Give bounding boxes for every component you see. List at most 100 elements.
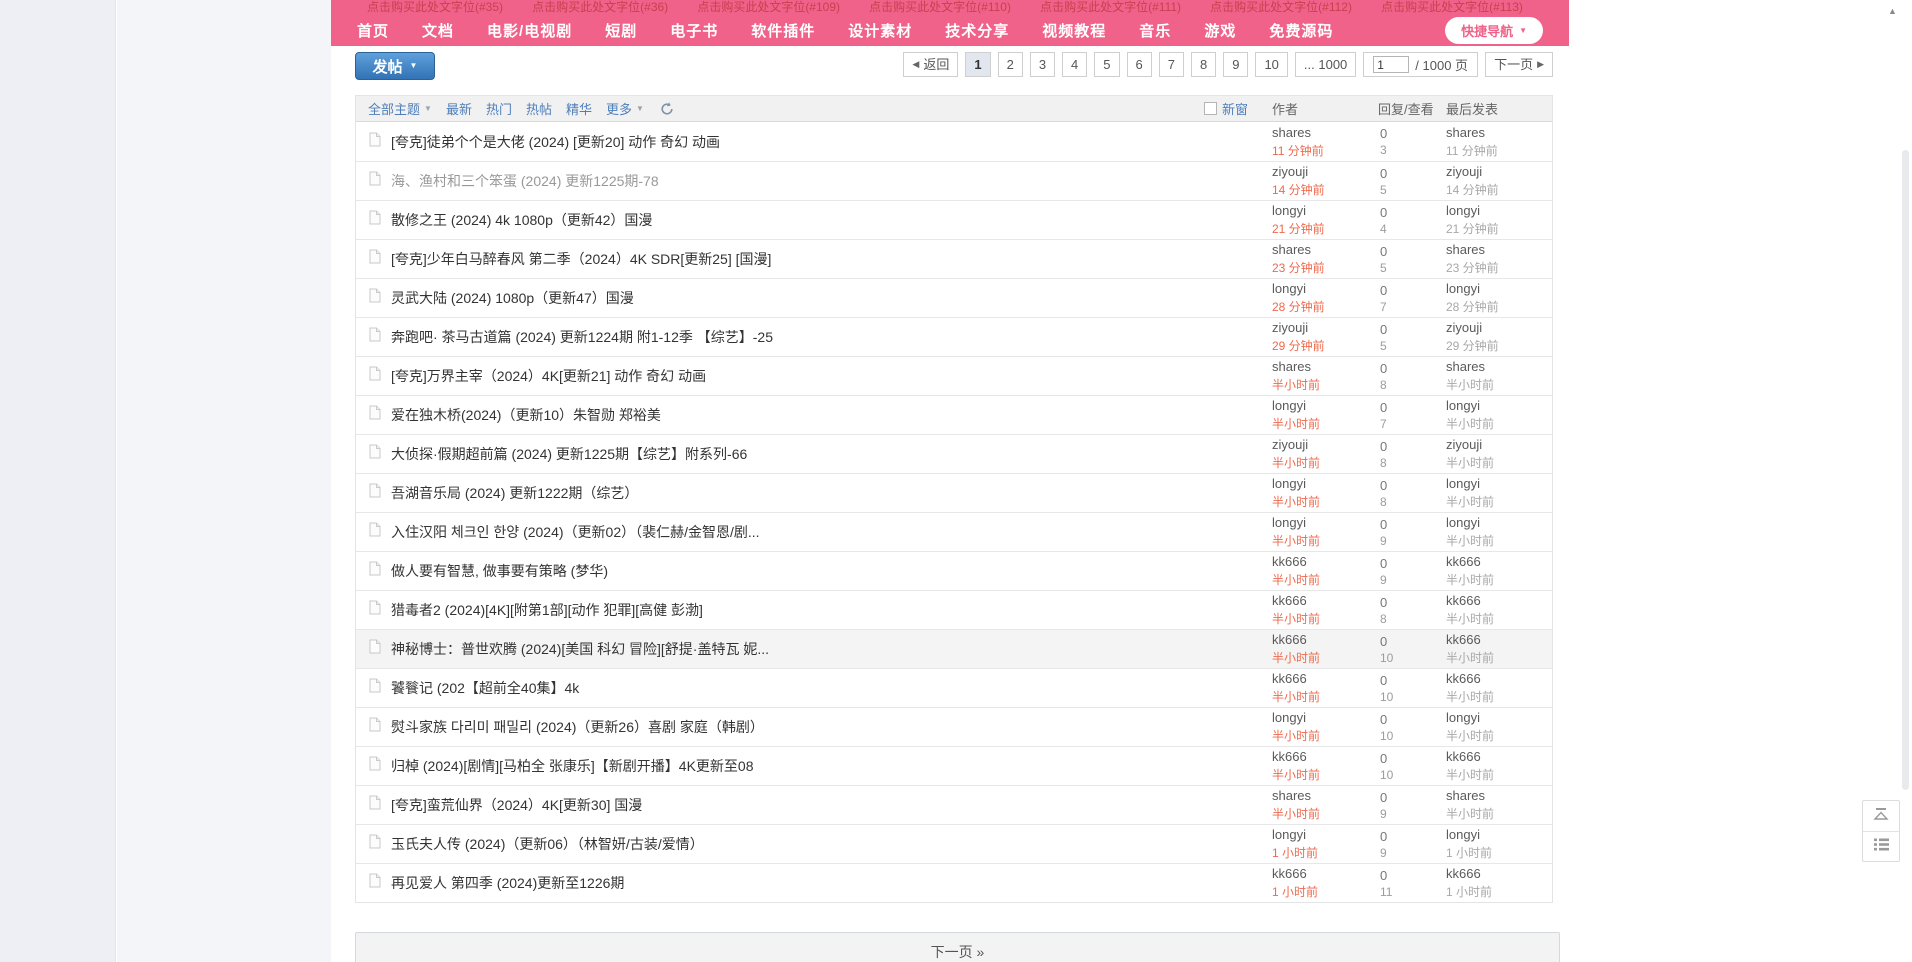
new-post-button[interactable]: 发帖 ▼ xyxy=(355,52,435,80)
lastpost-author-link[interactable]: longyi xyxy=(1446,827,1480,842)
ad-link[interactable]: 点击购买此处文字位(#109) xyxy=(697,0,841,14)
ad-link[interactable]: 点击购买此处文字位(#113) xyxy=(1381,0,1523,14)
author-link[interactable]: ziyouji xyxy=(1272,320,1309,335)
refresh-icon[interactable] xyxy=(660,101,674,116)
thread-title-link[interactable]: 饕餮记 (202【超前全40集】4k xyxy=(391,680,580,696)
ad-link[interactable]: 点击购买此处文字位(#36) xyxy=(532,0,669,14)
lastpost-author-link[interactable]: shares xyxy=(1446,788,1486,803)
author-link[interactable]: longyi xyxy=(1272,476,1306,491)
lastpost-author-link[interactable]: longyi xyxy=(1446,710,1480,725)
lastpost-author-link[interactable]: shares xyxy=(1446,242,1486,257)
nav-item[interactable]: 电影/电视剧 xyxy=(487,23,573,40)
thread-title-link[interactable]: 归棹 (2024)[剧情][马柏全 张康乐]【新剧开播】4K更新至08 xyxy=(391,758,754,774)
thread-title-link[interactable]: 做人要有智慧, 做事要有策略 (梦华) xyxy=(391,563,608,579)
thread-title-link[interactable]: 奔跑吧· 茶马古道篇 (2024) 更新1224期 附1-12季 【综艺】-25 xyxy=(391,329,773,345)
author-link[interactable]: longyi xyxy=(1272,203,1306,218)
pagination-next-button[interactable]: 下一页 ▶ xyxy=(1485,52,1553,77)
nav-item[interactable]: 音乐 xyxy=(1139,23,1172,40)
thread-title-link[interactable]: [夸克]蛮荒仙界（2024）4K[更新30] 国漫 xyxy=(391,797,643,813)
thread-title-link[interactable]: 吾湖音乐局 (2024) 更新1222期（综艺） xyxy=(391,485,639,501)
pagination-page-button[interactable]: 8 xyxy=(1190,52,1217,77)
author-link[interactable]: longyi xyxy=(1272,710,1306,725)
lastpost-author-link[interactable]: kk666 xyxy=(1446,554,1481,569)
nav-item[interactable]: 视频教程 xyxy=(1042,23,1107,40)
scrollbar-thumb[interactable] xyxy=(1902,150,1909,790)
author-link[interactable]: longyi xyxy=(1272,281,1306,296)
thread-title-link[interactable]: 散修之王 (2024) 4k 1080p（更新42）国漫 xyxy=(391,212,653,228)
lastpost-author-link[interactable]: longyi xyxy=(1446,281,1480,296)
lastpost-author-link[interactable]: kk666 xyxy=(1446,749,1481,764)
thread-title-link[interactable]: 再见爱人 第四季 (2024)更新至1226期 xyxy=(391,875,625,891)
lastpost-author-link[interactable]: longyi xyxy=(1446,203,1480,218)
lastpost-author-link[interactable]: longyi xyxy=(1446,476,1480,491)
nav-item[interactable]: 文档 xyxy=(422,23,455,40)
author-link[interactable]: longyi xyxy=(1272,827,1306,842)
author-link[interactable]: shares xyxy=(1272,124,1312,140)
all-topics-dropdown[interactable]: 全部主题 ▼ xyxy=(368,99,432,118)
thread-title-link[interactable]: [夸克]万界主宰（2024）4K[更新21] 动作 奇幻 动画 xyxy=(391,368,707,384)
thread-title-link[interactable]: 猎毒者2 (2024)[4K][附第1部][动作 犯罪][高健 彭渤] xyxy=(391,602,703,618)
author-link[interactable]: kk666 xyxy=(1272,749,1307,764)
filter-link[interactable]: 热帖 xyxy=(525,102,552,117)
pagination-page-button[interactable]: 7 xyxy=(1158,52,1184,77)
nav-item[interactable]: 技术分享 xyxy=(945,23,1010,40)
author-link[interactable]: shares xyxy=(1272,242,1312,257)
author-link[interactable]: longyi xyxy=(1272,398,1306,413)
thread-title-link[interactable]: 玉氏夫人传 (2024)（更新06）（林智妍/古装/爱情） xyxy=(391,836,704,852)
thread-title-link[interactable]: 海、渔村和三个笨蛋 (2024) 更新1225期-78 xyxy=(391,173,659,189)
pagination-page-button[interactable]: 9 xyxy=(1223,52,1249,77)
nav-item[interactable]: 设计素材 xyxy=(848,23,913,40)
lastpost-author-link[interactable]: kk666 xyxy=(1446,593,1481,608)
filter-link[interactable]: 热门 xyxy=(485,102,512,117)
lastpost-author-link[interactable]: ziyouji xyxy=(1446,164,1483,179)
author-link[interactable]: longyi xyxy=(1272,515,1306,530)
pagination-page-button[interactable]: 5 xyxy=(1094,52,1120,77)
author-link[interactable]: kk666 xyxy=(1272,866,1307,881)
author-link[interactable]: kk666 xyxy=(1272,632,1307,647)
pagination-page-button[interactable]: 1 xyxy=(965,52,991,77)
nav-item[interactable]: 软件插件 xyxy=(751,23,816,40)
back-to-top-button[interactable] xyxy=(1863,801,1899,831)
scrollbar-up-arrow[interactable]: ▲ xyxy=(1888,6,1897,16)
next-page-bar[interactable]: 下一页 » xyxy=(355,932,1560,962)
thread-list-button[interactable] xyxy=(1863,831,1899,861)
quick-nav-button[interactable]: 快捷导航 ▼ xyxy=(1445,17,1543,44)
filter-link[interactable]: 最新 xyxy=(445,102,472,117)
thread-title-link[interactable]: 大侦探·假期超前篇 (2024) 更新1225期【综艺】附系列-66 xyxy=(391,446,748,462)
thread-title-link[interactable]: [夸克]徒弟个个是大佬 (2024) [更新20] 动作 奇幻 动画 xyxy=(391,133,721,150)
nav-item[interactable]: 电子书 xyxy=(670,23,719,40)
pagination-page-button[interactable]: 6 xyxy=(1126,52,1152,77)
checkbox-icon[interactable] xyxy=(1203,102,1217,115)
nav-item[interactable]: 首页 xyxy=(357,23,390,40)
pagination-back-button[interactable]: ◀ 返回 xyxy=(903,52,959,77)
thread-title-link[interactable]: 爱在独木桥(2024)（更新10）朱智勋 郑裕美 xyxy=(391,407,661,423)
author-link[interactable]: shares xyxy=(1272,788,1312,803)
ad-link[interactable]: 点击购买此处文字位(#35) xyxy=(367,0,504,14)
nav-item[interactable]: 游戏 xyxy=(1204,23,1237,40)
ad-link[interactable]: 点击购买此处文字位(#111) xyxy=(1040,0,1182,14)
pagination-page-button[interactable]: 2 xyxy=(997,52,1023,77)
author-link[interactable]: ziyouji xyxy=(1272,437,1309,452)
author-link[interactable]: ziyouji xyxy=(1272,164,1309,179)
filter-link[interactable]: 精华 xyxy=(565,102,592,117)
page-jump-input[interactable] xyxy=(1373,56,1410,73)
author-link[interactable]: kk666 xyxy=(1272,671,1307,686)
lastpost-author-link[interactable]: ziyouji xyxy=(1446,320,1483,335)
thread-title-link[interactable]: 入住汉阳 체크인 한양 (2024)（更新02）（裴仁赫/金智恩/剧... xyxy=(391,524,760,540)
pagination-page-button[interactable]: 3 xyxy=(1029,52,1056,77)
thread-title-link[interactable]: [夸克]少年白马醉春风 第二季（2024）4K SDR[更新25] [国漫] xyxy=(391,251,772,267)
pagination-page-button[interactable]: 4 xyxy=(1062,52,1088,77)
pagination-ellipsis-button[interactable]: ... 1000 xyxy=(1294,52,1357,77)
author-link[interactable]: shares xyxy=(1272,359,1312,374)
lastpost-author-link[interactable]: shares xyxy=(1446,124,1486,140)
lastpost-author-link[interactable]: ziyouji xyxy=(1446,437,1483,452)
lastpost-author-link[interactable]: kk666 xyxy=(1446,632,1481,647)
pagination-page-button[interactable]: 10 xyxy=(1255,52,1288,77)
lastpost-author-link[interactable]: shares xyxy=(1446,359,1486,374)
new-window-toggle[interactable]: 新窗 xyxy=(1203,99,1248,118)
author-link[interactable]: kk666 xyxy=(1272,593,1307,608)
nav-item[interactable]: 免费源码 xyxy=(1269,23,1334,40)
lastpost-author-link[interactable]: kk666 xyxy=(1446,866,1481,881)
lastpost-author-link[interactable]: longyi xyxy=(1446,515,1480,530)
lastpost-author-link[interactable]: kk666 xyxy=(1446,671,1481,686)
